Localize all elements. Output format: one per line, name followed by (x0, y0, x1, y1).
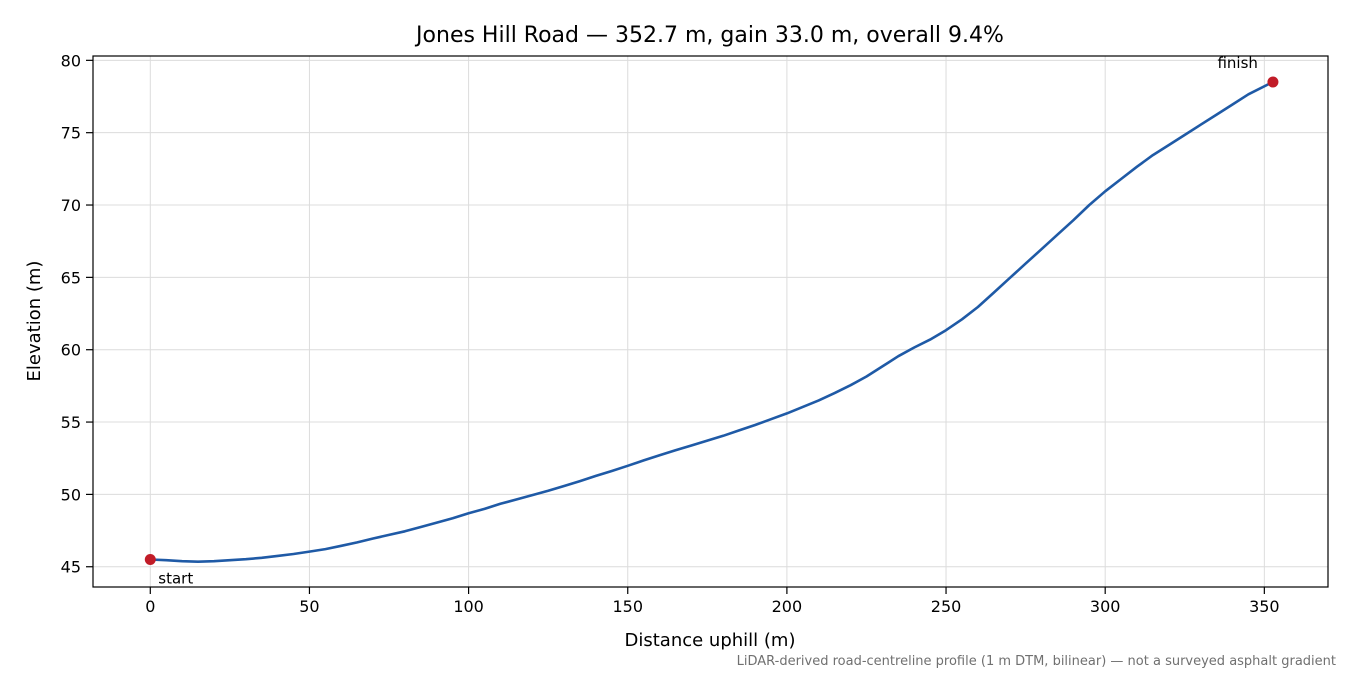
axis-ticks: 0 50 100 150 200 250 300 350 45 50 55 60 65 70 75 80 (61, 51, 1280, 616)
start-label: start (158, 570, 193, 588)
y-tick-label: 50 (61, 485, 81, 504)
finish-label: finish (1217, 54, 1257, 72)
start-marker (144, 554, 156, 566)
chart-caption: LiDAR-derived road-centreline profile (1… (737, 654, 1336, 669)
x-tick-label: 300 (1090, 597, 1121, 616)
elevation-line (150, 80, 1274, 563)
y-tick-label: 65 (61, 268, 81, 287)
y-tick-label: 80 (61, 51, 81, 70)
plot-frame (92, 55, 1329, 588)
x-tick-label: 250 (931, 597, 962, 616)
point-annotations: start finish (144, 54, 1279, 588)
x-tick-label: 150 (612, 597, 643, 616)
x-tick-label: 350 (1249, 597, 1280, 616)
grid-lines (93, 56, 1328, 587)
y-tick-label: 55 (61, 413, 81, 432)
x-tick-label: 0 (145, 597, 155, 616)
y-axis-label: Elevation (m) (24, 261, 45, 382)
x-axis-label: Distance uphill (m) (625, 630, 796, 651)
x-tick-label: 200 (772, 597, 803, 616)
y-tick-label: 45 (61, 558, 81, 577)
series-layer (150, 80, 1274, 563)
y-tick-label: 75 (61, 124, 81, 143)
y-tick-label: 60 (61, 341, 81, 360)
x-tick-label: 100 (453, 597, 484, 616)
x-tick-label: 50 (299, 597, 319, 616)
chart-title: Jones Hill Road — 352.7 m, gain 33.0 m, … (414, 23, 1004, 48)
y-tick-label: 70 (61, 196, 81, 215)
finish-marker (1267, 76, 1279, 88)
